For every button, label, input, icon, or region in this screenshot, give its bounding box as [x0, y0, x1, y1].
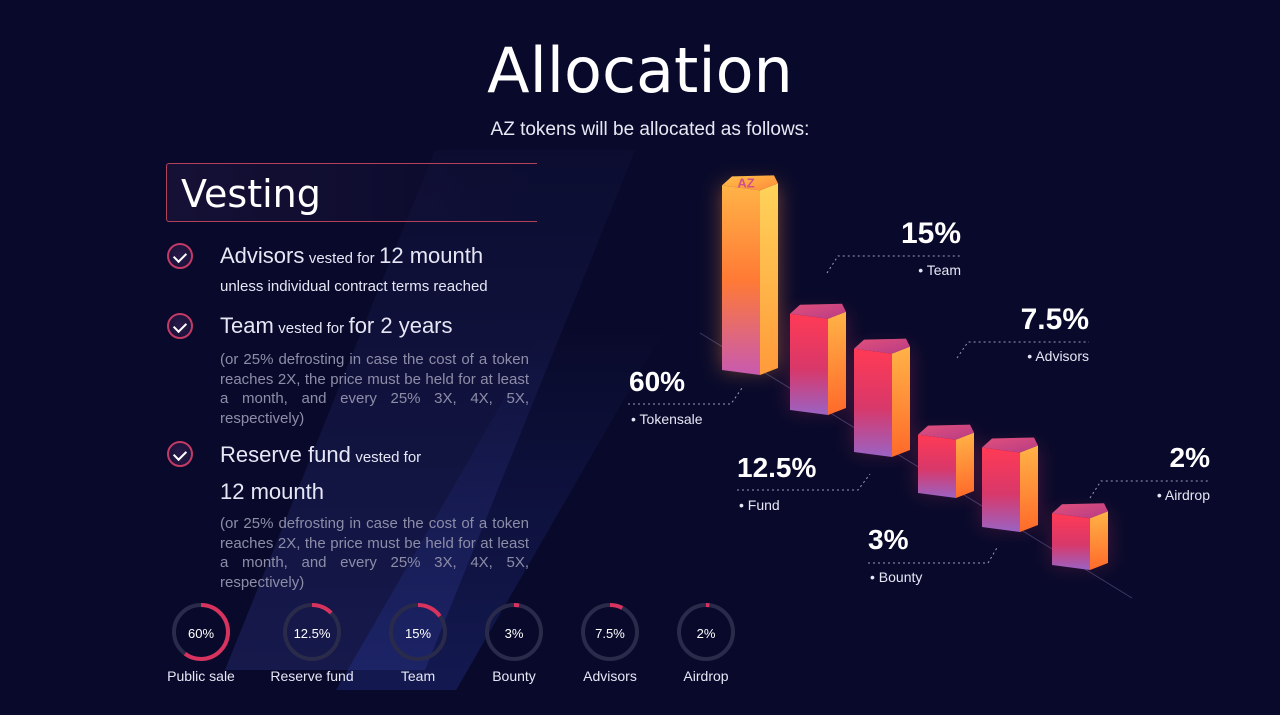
gauge-value: 2%	[696, 626, 716, 641]
bar-side	[956, 432, 974, 498]
gauge-fill	[283, 603, 341, 661]
check-icon	[167, 313, 193, 339]
gauge-fill	[172, 603, 230, 661]
gauge-ring	[581, 603, 639, 661]
gauge-label: Advisors	[583, 668, 637, 684]
bar-top	[722, 175, 778, 191]
data-label: 12.5%	[737, 452, 817, 483]
vesting-item-note: (or 25% defrosting in case the cost of a…	[220, 351, 529, 427]
bar-front	[982, 447, 1020, 532]
check-icon	[167, 441, 193, 467]
bar: AZ	[722, 175, 778, 375]
vesting-item-mid: vested for	[278, 320, 345, 337]
gauge-label: Team	[400, 668, 436, 684]
category-label: • Bounty	[870, 569, 923, 585]
az-logo-icon: AZ	[737, 175, 754, 190]
gauge-value: 15%	[404, 626, 432, 641]
vesting-item-name: Team	[220, 313, 274, 338]
bar	[790, 303, 846, 415]
vesting-title: Vesting	[181, 172, 321, 216]
category-label: • Advisors	[1027, 348, 1089, 364]
gauge-label: Bounty	[492, 668, 536, 684]
vesting-item-sub: unless individual contract terms reached	[220, 278, 488, 295]
gauge-ring	[283, 603, 341, 661]
gauge-label: Public sale	[167, 668, 235, 684]
gauge-value: 60%	[187, 626, 215, 641]
bar-glow	[854, 348, 910, 452]
bar-side	[1020, 445, 1038, 532]
vesting-item-name: Reserve fund	[220, 442, 351, 467]
gauge-fill	[485, 603, 543, 661]
bar	[854, 338, 910, 457]
page-subtitle: AZ tokens will be allocated as follows:	[490, 119, 810, 140]
bar	[918, 424, 974, 498]
category-label: • Team	[918, 262, 961, 278]
bar-top	[790, 303, 846, 319]
bar-glow	[1052, 513, 1108, 565]
bar-top	[982, 437, 1038, 453]
gauge-fill	[389, 603, 447, 661]
vesting-item-mid: vested for	[308, 250, 375, 267]
gauge-value: 7.5%	[595, 626, 625, 641]
bar	[1052, 503, 1108, 570]
bar	[982, 437, 1038, 532]
bar-glow	[790, 313, 846, 410]
gauge-fill	[581, 603, 639, 661]
bar-front	[790, 313, 828, 415]
vesting-item-term: 12 mounth	[379, 243, 484, 268]
bar-side	[1090, 511, 1108, 570]
gauge-ring	[389, 603, 447, 661]
category-label: • Tokensale	[631, 411, 703, 427]
bar-top	[854, 338, 910, 354]
bar-front	[722, 185, 760, 375]
data-label: 15%	[900, 217, 961, 250]
bar-side	[892, 346, 910, 457]
vesting-item-name: Advisors	[220, 243, 305, 268]
vesting-item-reserve-fund: Reserve fund vested for	[220, 442, 421, 468]
gauge-value: 3%	[504, 626, 524, 641]
category-label: • Airdrop	[1156, 487, 1210, 503]
page-title: Allocation	[487, 34, 793, 107]
vesting-item-note: (or 25% defrosting in case the cost of a…	[220, 515, 529, 591]
gauge-fill	[677, 603, 735, 661]
gauge-value: 12.5%	[293, 626, 331, 641]
gauge-ring	[172, 603, 230, 661]
vesting-item-team: Team vested for for 2 years	[220, 313, 453, 339]
gauge-ring	[485, 603, 543, 661]
bar-top	[918, 424, 974, 440]
data-label: 7.5%	[1020, 303, 1089, 336]
data-label: 3%	[868, 524, 909, 555]
bar-top	[1052, 503, 1108, 519]
vesting-item-advisors: Advisors vested for 12 mounth	[220, 243, 483, 269]
vesting-item-term: 12 mounth	[220, 479, 324, 504]
data-label: 2%	[1169, 442, 1210, 473]
vesting-item-term: for 2 years	[348, 313, 453, 338]
bar-front	[918, 434, 956, 498]
vesting-header: Vesting	[166, 163, 537, 222]
category-label: • Fund	[739, 497, 780, 513]
gauge-label: Reserve fund	[270, 668, 354, 684]
bar-front	[854, 348, 892, 457]
bar-side	[760, 183, 778, 375]
data-label: 60%	[629, 366, 686, 397]
bar-glow	[722, 185, 778, 370]
bar-glow	[982, 447, 1038, 527]
check-icon	[167, 243, 193, 269]
bar-side	[828, 311, 846, 415]
gauge-ring	[677, 603, 735, 661]
vesting-item-mid: vested for	[355, 449, 422, 466]
bar-front	[1052, 513, 1090, 570]
bar-glow	[918, 434, 974, 493]
gauge-label: Airdrop	[683, 668, 729, 684]
